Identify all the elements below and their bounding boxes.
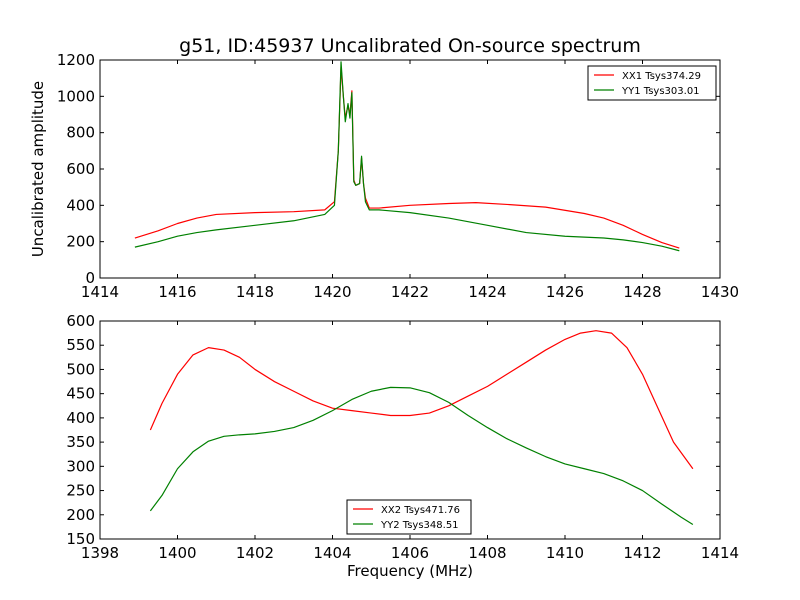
x-tick-label: 1418: [236, 283, 274, 301]
y-tick-label: 1000: [57, 87, 95, 105]
x-tick-label: 1414: [701, 544, 739, 562]
series-line-bottom-1: [149, 386, 694, 525]
x-tick-label: 1422: [391, 283, 429, 301]
x-tick-label: 1406: [391, 544, 429, 562]
legend: XX2 Tsys471.76 YY2 Tsys348.51: [346, 499, 472, 535]
x-tick-label: 1430: [701, 283, 739, 301]
x-tick-label: 1408: [468, 544, 506, 562]
x-tick-label: 1414: [81, 283, 119, 301]
legend-label: XX2 Tsys471.76: [381, 505, 460, 516]
x-tick-label: 1402: [236, 544, 274, 562]
y-tick-label: 350: [66, 433, 95, 451]
x-tick-label: 1412: [623, 544, 661, 562]
x-tick-label: 1420: [313, 283, 351, 301]
y-tick-label: 1200: [57, 51, 95, 69]
legend-box: [587, 65, 717, 101]
x-tick-label: 1400: [158, 544, 196, 562]
x-tick-label: 1398: [81, 544, 119, 562]
y-tick-label: 500: [66, 360, 95, 378]
x-tick-label: 1426: [546, 283, 584, 301]
y-tick-label: 600: [66, 312, 95, 330]
legend-label: XX1 Tsys374.29: [622, 71, 701, 82]
y-tick-label: 200: [66, 506, 95, 524]
y-tick-label: 150: [66, 530, 95, 548]
top-panel: 1414 1416 1418 1420 1422 1424 1426 1428 1430 0 200…: [29, 51, 739, 301]
x-tick-label: 1424: [468, 283, 506, 301]
x-axis-label: Frequency (MHz): [347, 562, 473, 580]
figure-title: g51, ID:45937 Uncalibrated On-source spe…: [179, 35, 641, 57]
y-tick-label: 200: [66, 233, 95, 251]
y-tick-label: 300: [66, 457, 95, 475]
x-tick-label: 1410: [546, 544, 584, 562]
y-tick-label: 400: [66, 196, 95, 214]
y-tick-label: 250: [66, 482, 95, 500]
y-tick-label: 400: [66, 409, 95, 427]
y-tick-label: 450: [66, 385, 95, 403]
y-tick-label: 600: [66, 160, 95, 178]
legend-label: YY2 Tsys348.51: [380, 520, 459, 531]
y-tick-label: 800: [66, 124, 95, 142]
x-tick-label: 1428: [623, 283, 661, 301]
y-axis-label: Uncalibrated amplitude: [29, 81, 47, 257]
series-line-bottom-0: [149, 330, 694, 470]
x-tick-label: 1416: [158, 283, 196, 301]
y-tick-label: 0: [85, 269, 95, 287]
legend: XX1 Tsys374.29 YY1 Tsys303.01: [587, 65, 717, 101]
legend-label: YY1 Tsys303.01: [621, 86, 700, 97]
series-line-top-1: [134, 61, 680, 252]
legend-box: [346, 499, 472, 535]
y-tick-label: 550: [66, 336, 95, 354]
x-tick-label: 1404: [313, 544, 351, 562]
bottom-panel: 1398 1400 1402 1404 1406 1408 1410 1412 1414 150 2…: [66, 312, 739, 580]
